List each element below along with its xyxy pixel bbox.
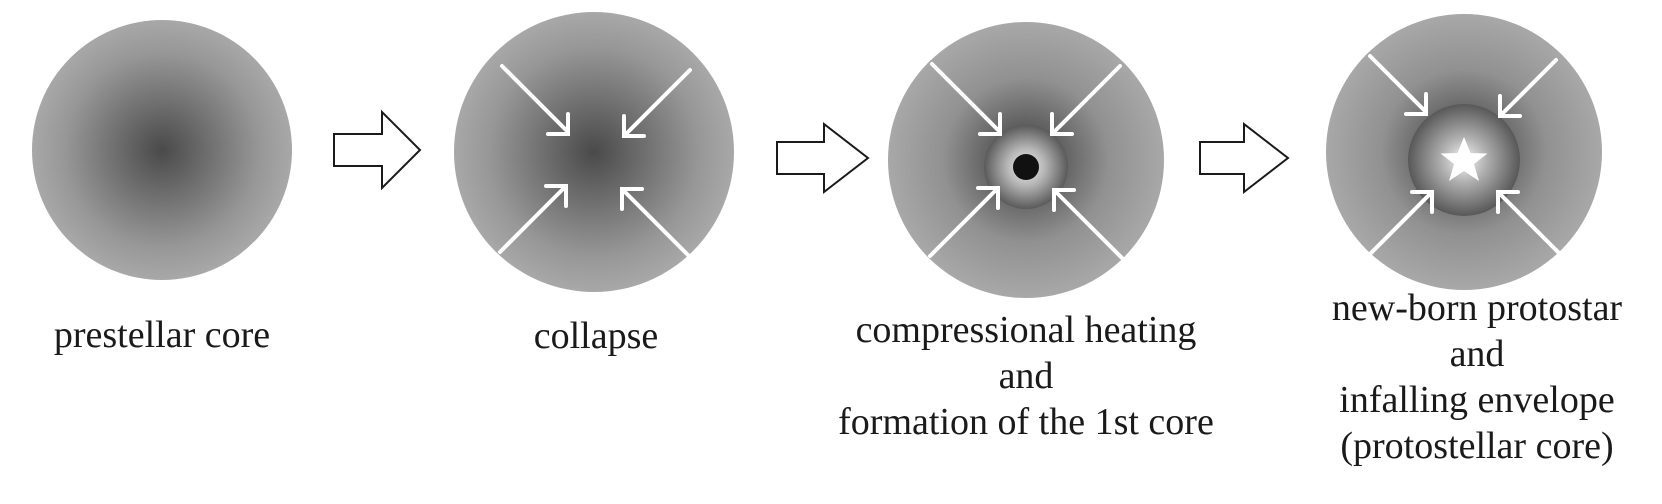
caption-prestellar-core: prestellar core: [12, 312, 312, 358]
inflow-arrow-icon: [928, 186, 1000, 258]
caption-line: (protostellar core): [1340, 425, 1614, 467]
inflow-arrows: [928, 62, 1124, 260]
collapse-sphere: [454, 12, 734, 292]
transition-arrow-icon: [776, 121, 870, 195]
inflow-arrow-icon: [1498, 58, 1558, 118]
caption-collapse: collapse: [446, 313, 746, 359]
inflow-arrow-icon: [1052, 188, 1124, 260]
caption-protostar: new-born protostar and infalling envelop…: [1302, 285, 1652, 469]
prestellar-core-sphere: [32, 20, 292, 280]
first-core-dot: [1013, 154, 1039, 180]
caption-line: and: [1449, 333, 1505, 375]
inflow-arrow-icon: [620, 187, 690, 257]
caption-line: compressional heating: [855, 309, 1197, 351]
inflow-arrow-icon: [1496, 190, 1562, 256]
caption-line: formation of the 1st core: [838, 401, 1214, 443]
inflow-arrows: [498, 64, 692, 257]
transition-arrow-icon: [1199, 121, 1290, 195]
inflow-arrow-icon: [1366, 190, 1434, 258]
caption-line: new-born protostar: [1331, 287, 1623, 329]
stage-first-core: [888, 22, 1164, 298]
stage-prestellar-core: [32, 20, 292, 280]
inflow-arrow-icon: [1050, 64, 1122, 136]
caption-line: and: [998, 355, 1054, 397]
caption-line: infalling envelope: [1339, 379, 1615, 421]
inflow-arrow-icon: [930, 62, 1002, 136]
star-icon: [1440, 137, 1488, 181]
inflow-arrow-icon: [1368, 54, 1428, 116]
stage-collapse: [454, 12, 734, 292]
inflow-arrow-icon: [622, 68, 692, 138]
transition-arrow-icon: [333, 109, 422, 191]
caption-line: prestellar core: [53, 314, 271, 356]
stage-protostar: [1326, 14, 1602, 290]
inflow-arrow-icon: [498, 184, 568, 254]
inflow-arrow-icon: [500, 64, 570, 136]
caption-first-core: compressional heating and formation of t…: [826, 307, 1226, 445]
caption-line: collapse: [533, 315, 659, 357]
inflow-arrows: [1366, 54, 1562, 258]
